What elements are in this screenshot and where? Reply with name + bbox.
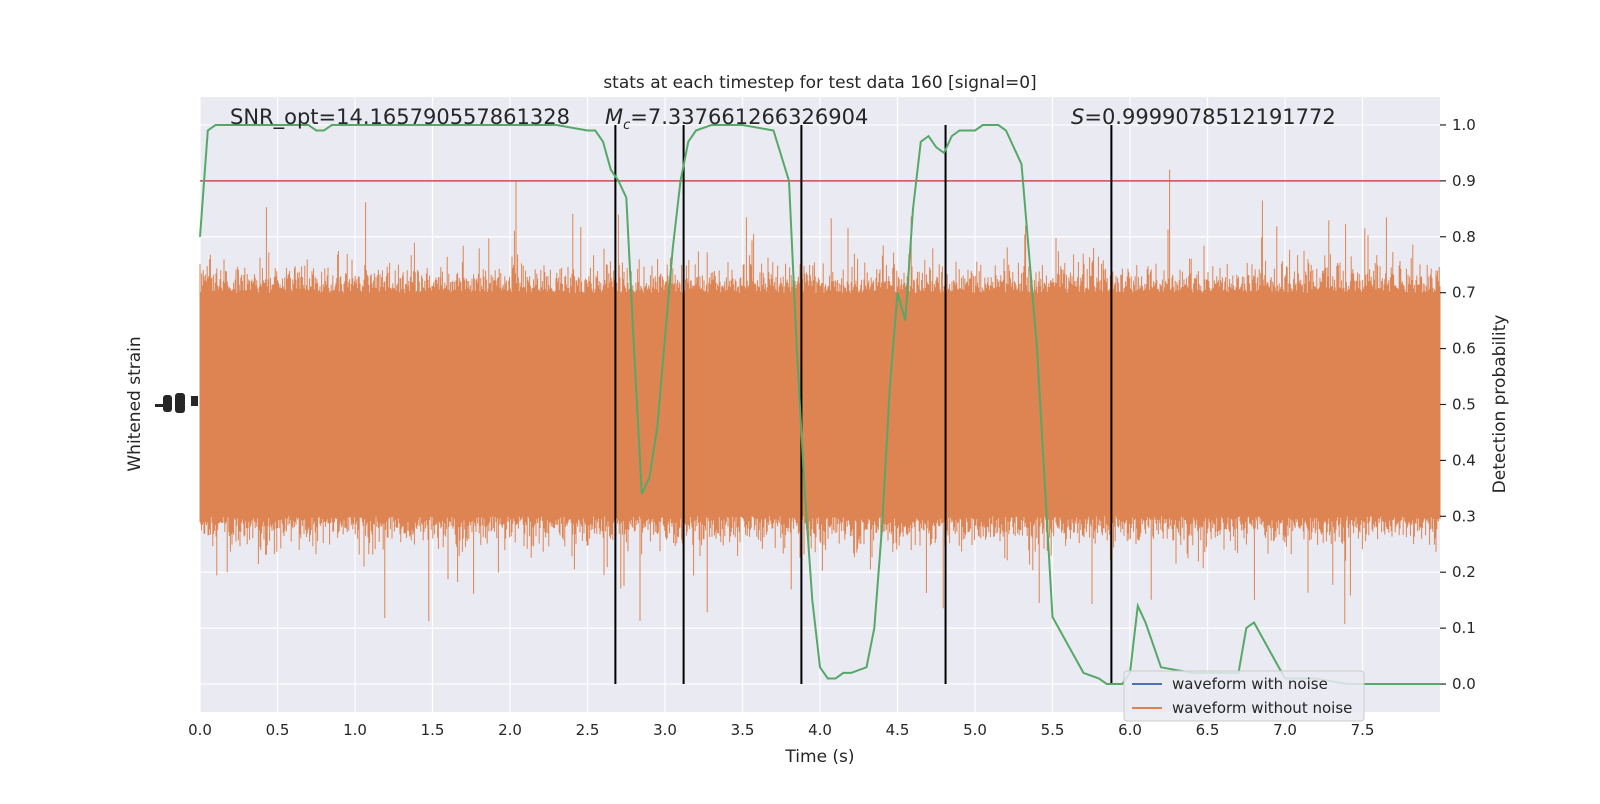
x-axis-tick-label: 7.5	[1351, 721, 1375, 739]
x-axis-tick-label: 7.0	[1273, 721, 1297, 739]
x-axis-tick-label: 6.0	[1118, 721, 1142, 739]
x-axis-tick-label: 2.5	[576, 721, 600, 739]
x-axis-tick-label: 0.5	[266, 721, 290, 739]
right-axis-tick-label: 0.5	[1452, 396, 1476, 414]
left-axis-tick-clutter	[155, 393, 198, 413]
legend-box	[1123, 670, 1365, 722]
right-axis-tick-label: 0.9	[1452, 172, 1476, 190]
right-axis-tick-label: 0.4	[1452, 451, 1476, 469]
x-axis-tick-label: 2.0	[498, 721, 522, 739]
x-axis-tick-label: 5.0	[963, 721, 987, 739]
x-axis-tick-label: 3.5	[731, 721, 755, 739]
legend-label-with-noise: waveform with noise	[1172, 675, 1328, 693]
right-axis-tick-label: 1.0	[1452, 116, 1476, 134]
right-axis-tick-label: 0.7	[1452, 284, 1476, 302]
right-axis-tick-label: 0.2	[1452, 563, 1476, 581]
right-axis: 0.0 0.1 0.2 0.3 0.4 0.5 0.6 0.7 0.8 0.9 1.0	[1440, 116, 1476, 693]
right-axis-tick-label: 0.8	[1452, 228, 1476, 246]
right-axis-tick-label: 0.3	[1452, 507, 1476, 525]
x-axis-tick-label: 3.0	[653, 721, 677, 739]
chirp-mass-annotation: Mc=7.337661266326904	[605, 105, 868, 133]
x-axis-label: Time (s)	[784, 747, 854, 767]
left-axis-label: Whitened strain	[125, 336, 145, 471]
x-axis-tick-label: 4.5	[886, 721, 910, 739]
x-axis-tick-label: 6.5	[1196, 721, 1220, 739]
right-axis-label: Detection probability	[1490, 315, 1510, 494]
x-axis-tick-label: 0.0	[188, 721, 212, 739]
chart-title: stats at each timestep for test data 160…	[603, 73, 1036, 93]
x-axis-tick-label: 5.5	[1041, 721, 1065, 739]
x-axis-tick-label: 4.0	[808, 721, 832, 739]
x-axis: 0.0 0.5 1.0 1.5 2.0 2.5 3.0 3.5 4.0 4.5 5.0 5.5 6.0 6…	[188, 721, 1374, 739]
legend-label-without-noise: waveform without noise	[1172, 699, 1352, 717]
legend: waveform with noise waveform without noi…	[1123, 670, 1365, 722]
right-axis-tick-label: 0.0	[1452, 675, 1476, 693]
x-axis-tick-label: 1.0	[343, 721, 367, 739]
right-axis-tick-label: 0.1	[1452, 619, 1476, 637]
score-annotation: S=0.9999078512191772	[1071, 105, 1336, 129]
snr-annotation: SNR_opt=14.165790557861328	[230, 105, 570, 130]
right-axis-tick-label: 0.6	[1452, 340, 1476, 358]
x-axis-tick-label: 1.5	[421, 721, 445, 739]
